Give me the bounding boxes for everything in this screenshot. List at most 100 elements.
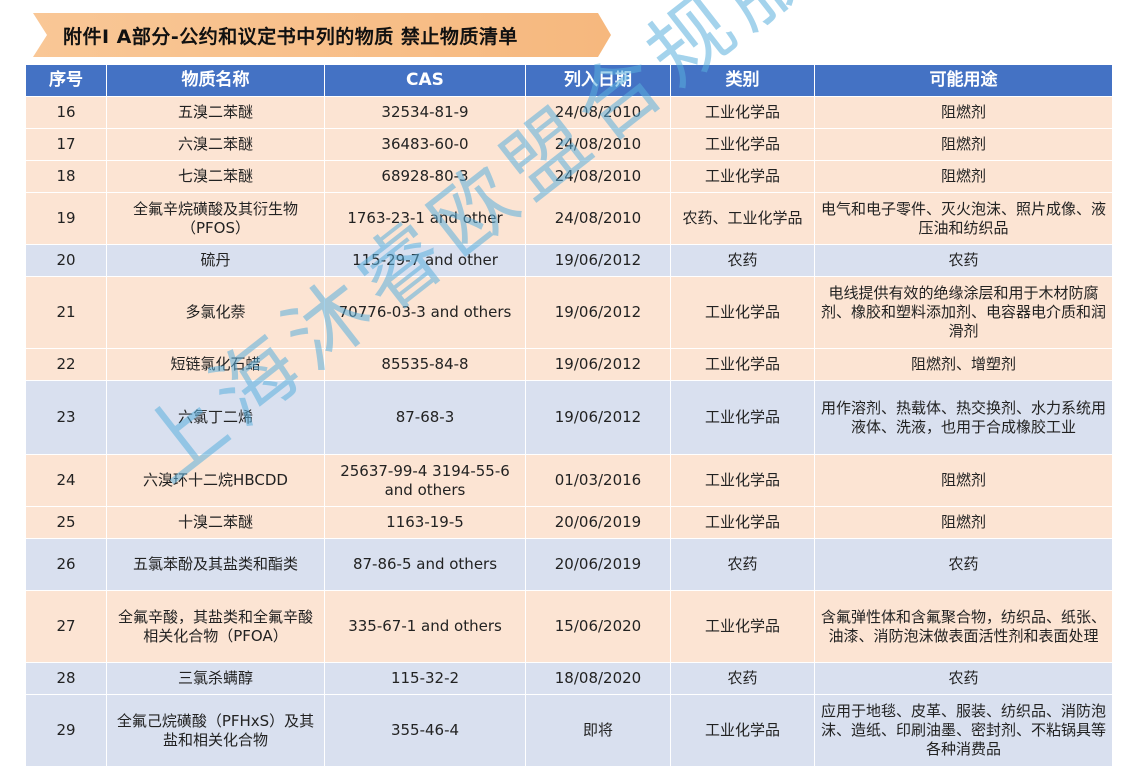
cell-category: 工业化学品 — [670, 276, 815, 349]
cell-cas: 85535-84-8 — [324, 348, 526, 381]
cell-category: 工业化学品 — [670, 348, 815, 381]
cell-cas: 36483-60-0 — [324, 128, 526, 161]
cell-name: 五溴二苯醚 — [106, 96, 325, 129]
cell-uses: 农药 — [814, 538, 1113, 591]
cell-no: 20 — [25, 244, 107, 277]
cell-no: 19 — [25, 192, 107, 245]
cell-date: 19/06/2012 — [525, 380, 671, 455]
header-uses: 可能用途 — [814, 64, 1113, 97]
table-row: 17 六溴二苯醚 36483-60-0 24/08/2010 工业化学品 阻燃剂 — [25, 128, 1113, 161]
cell-name: 六溴二苯醚 — [106, 128, 325, 161]
cell-no: 22 — [25, 348, 107, 381]
cell-category: 工业化学品 — [670, 694, 815, 767]
cell-category: 工业化学品 — [670, 506, 815, 539]
cell-category: 工业化学品 — [670, 454, 815, 507]
cell-name: 六溴环十二烷HBCDD — [106, 454, 325, 507]
cell-uses: 阻燃剂 — [814, 454, 1113, 507]
cell-uses: 含氟弹性体和含氟聚合物，纺织品、纸张、油漆、消防泡沫做表面活性剂和表面处理 — [814, 590, 1113, 663]
cell-uses: 阻燃剂 — [814, 128, 1113, 161]
cell-category: 工业化学品 — [670, 380, 815, 455]
cell-name: 六氯丁二烯 — [106, 380, 325, 455]
cell-category: 工业化学品 — [670, 96, 815, 129]
cell-uses: 阻燃剂 — [814, 96, 1113, 129]
cell-uses: 用作溶剂、热载体、热交换剂、水力系统用液体、洗液，也用于合成橡胶工业 — [814, 380, 1113, 455]
cell-date: 19/06/2012 — [525, 348, 671, 381]
cell-name: 十溴二苯醚 — [106, 506, 325, 539]
cell-no: 28 — [25, 662, 107, 695]
cell-category: 工业化学品 — [670, 590, 815, 663]
cell-cas: 115-29-7 and other — [324, 244, 526, 277]
cell-date: 即将 — [525, 694, 671, 767]
cell-date: 15/06/2020 — [525, 590, 671, 663]
cell-name: 全氟辛烷磺酸及其衍生物（PFOS） — [106, 192, 325, 245]
table-row: 27 全氟辛酸，其盐类和全氟辛酸相关化合物（PFOA） 335-67-1 and… — [25, 590, 1113, 663]
cell-cas: 25637-99-4 3194-55-6 and others — [324, 454, 526, 507]
cell-cas: 32534-81-9 — [324, 96, 526, 129]
cell-cas: 355-46-4 — [324, 694, 526, 767]
table-row: 19 全氟辛烷磺酸及其衍生物（PFOS） 1763-23-1 and other… — [25, 192, 1113, 245]
cell-no: 23 — [25, 380, 107, 455]
cell-uses: 阻燃剂 — [814, 506, 1113, 539]
cell-uses: 阻燃剂 — [814, 160, 1113, 193]
cell-uses: 应用于地毯、皮革、服装、纺织品、消防泡沫、造纸、印刷油墨、密封剂、不粘锅具等各种… — [814, 694, 1113, 767]
cell-cas: 87-86-5 and others — [324, 538, 526, 591]
cell-cas: 1763-23-1 and other — [324, 192, 526, 245]
table-row: 29 全氟己烷磺酸（PFHxS）及其盐和相关化合物 355-46-4 即将 工业… — [25, 694, 1113, 767]
cell-name: 三氯杀螨醇 — [106, 662, 325, 695]
cell-uses: 阻燃剂、增塑剂 — [814, 348, 1113, 381]
cell-category: 农药 — [670, 662, 815, 695]
cell-name: 短链氯化石蜡 — [106, 348, 325, 381]
table-header-row: 序号 物质名称 CAS 列入日期 类别 可能用途 — [25, 64, 1113, 97]
cell-date: 18/08/2020 — [525, 662, 671, 695]
cell-uses: 电线提供有效的绝缘涂层和用于木材防腐剂、橡胶和塑料添加剂、电容器电介质和润滑剂 — [814, 276, 1113, 349]
header-cas: CAS — [324, 64, 526, 97]
header-name: 物质名称 — [106, 64, 325, 97]
cell-date: 20/06/2019 — [525, 506, 671, 539]
table-row: 26 五氯苯酚及其盐类和酯类 87-86-5 and others 20/06/… — [25, 538, 1113, 591]
table-row: 25 十溴二苯醚 1163-19-5 20/06/2019 工业化学品 阻燃剂 — [25, 506, 1113, 539]
cell-no: 25 — [25, 506, 107, 539]
cell-name: 多氯化萘 — [106, 276, 325, 349]
cell-cas: 87-68-3 — [324, 380, 526, 455]
cell-uses: 农药 — [814, 244, 1113, 277]
substance-table: 序号 物质名称 CAS 列入日期 类别 可能用途 16 五溴二苯醚 32534-… — [25, 64, 1113, 767]
table-row: 22 短链氯化石蜡 85535-84-8 19/06/2012 工业化学品 阻燃… — [25, 348, 1113, 381]
cell-category: 农药 — [670, 244, 815, 277]
cell-date: 01/03/2016 — [525, 454, 671, 507]
cell-date: 19/06/2012 — [525, 244, 671, 277]
cell-no: 26 — [25, 538, 107, 591]
cell-name: 五氯苯酚及其盐类和酯类 — [106, 538, 325, 591]
cell-no: 18 — [25, 160, 107, 193]
cell-name: 硫丹 — [106, 244, 325, 277]
table-row: 16 五溴二苯醚 32534-81-9 24/08/2010 工业化学品 阻燃剂 — [25, 96, 1113, 129]
cell-category: 农药 — [670, 538, 815, 591]
cell-category: 工业化学品 — [670, 160, 815, 193]
cell-date: 20/06/2019 — [525, 538, 671, 591]
cell-no: 21 — [25, 276, 107, 349]
cell-no: 17 — [25, 128, 107, 161]
cell-uses: 电气和电子零件、灭火泡沫、照片成像、液压油和纺织品 — [814, 192, 1113, 245]
cell-cas: 335-67-1 and others — [324, 590, 526, 663]
table-row: 21 多氯化萘 70776-03-3 and others 19/06/2012… — [25, 276, 1113, 349]
section-banner: 附件Ⅰ A部分-公约和议定书中列的物质 禁止物质清单 — [33, 13, 611, 57]
cell-no: 24 — [25, 454, 107, 507]
table-row: 18 七溴二苯醚 68928-80-3 24/08/2010 工业化学品 阻燃剂 — [25, 160, 1113, 193]
cell-date: 19/06/2012 — [525, 276, 671, 349]
table-row: 28 三氯杀螨醇 115-32-2 18/08/2020 农药 农药 — [25, 662, 1113, 695]
cell-date: 24/08/2010 — [525, 160, 671, 193]
banner-title: 附件Ⅰ A部分-公约和议定书中列的物质 禁止物质清单 — [63, 25, 518, 48]
header-category: 类别 — [670, 64, 815, 97]
cell-cas: 115-32-2 — [324, 662, 526, 695]
cell-uses: 农药 — [814, 662, 1113, 695]
header-date: 列入日期 — [525, 64, 671, 97]
header-no: 序号 — [25, 64, 107, 97]
cell-category: 工业化学品 — [670, 128, 815, 161]
cell-no: 29 — [25, 694, 107, 767]
cell-category: 农药、工业化学品 — [670, 192, 815, 245]
table-row: 23 六氯丁二烯 87-68-3 19/06/2012 工业化学品 用作溶剂、热… — [25, 380, 1113, 455]
cell-no: 16 — [25, 96, 107, 129]
cell-cas: 70776-03-3 and others — [324, 276, 526, 349]
cell-date: 24/08/2010 — [525, 96, 671, 129]
cell-name: 全氟己烷磺酸（PFHxS）及其盐和相关化合物 — [106, 694, 325, 767]
cell-no: 27 — [25, 590, 107, 663]
